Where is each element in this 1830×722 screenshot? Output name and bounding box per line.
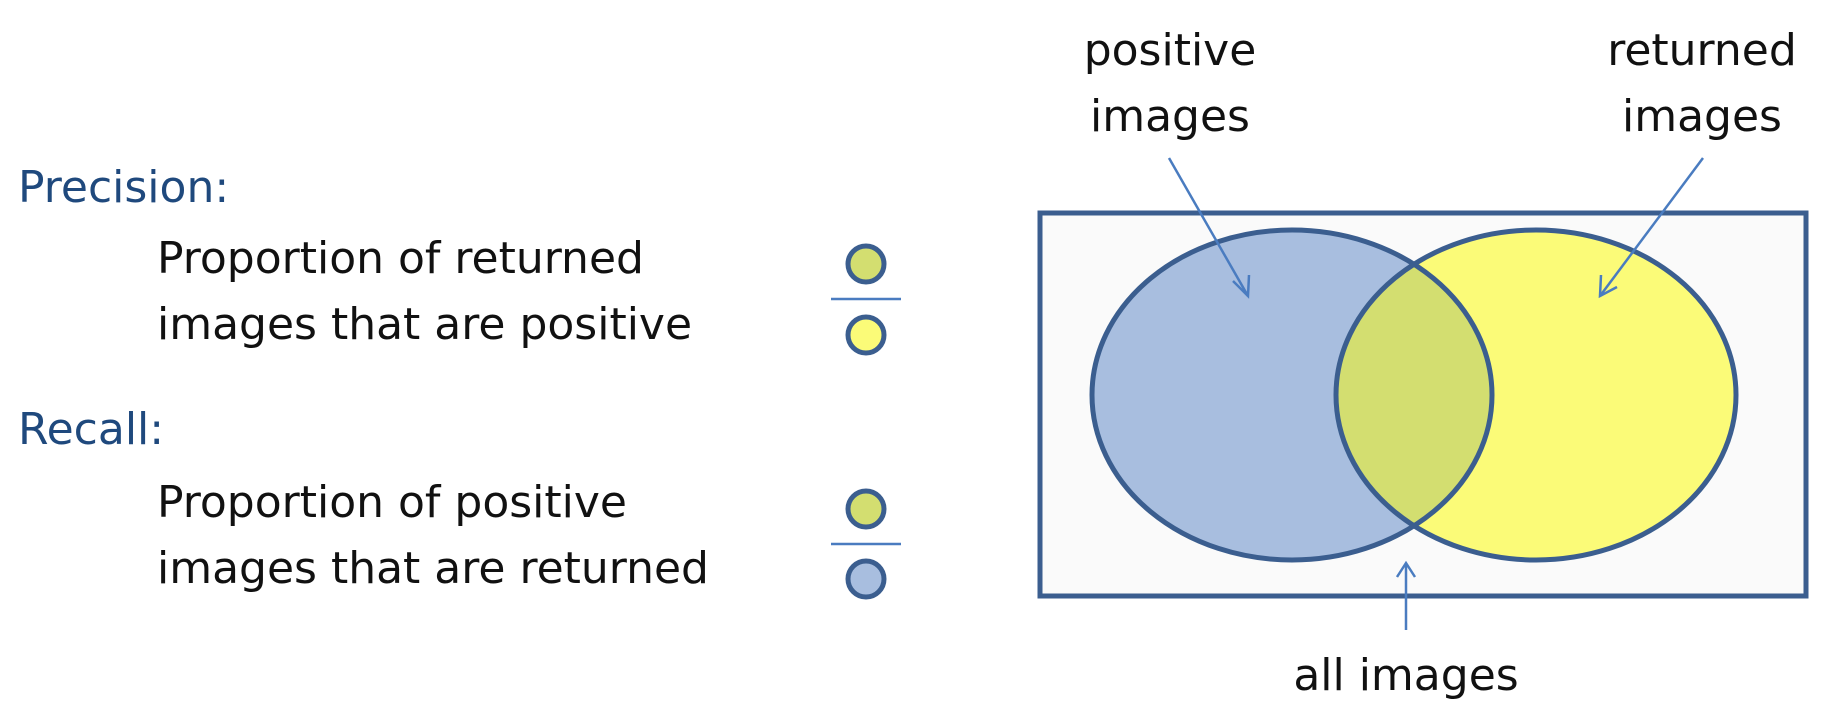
precision-line-2: images that are positive: [157, 299, 693, 350]
returned-images-label-line-2: images: [1622, 91, 1782, 142]
recall-line-1: Proportion of positive: [157, 477, 627, 528]
returned-images-arrow: [1598, 157, 1705, 299]
returned-images-label-line-1: returned: [1607, 25, 1797, 76]
all-images-arrow: [1395, 560, 1417, 630]
precision-denominator-circle: [845, 314, 887, 356]
precision-description: Proportion of returned images that are p…: [157, 226, 692, 358]
recall-description: Proportion of positive images that are r…: [157, 470, 709, 602]
all-images-label: all images: [1293, 650, 1518, 701]
recall-denominator-circle: [845, 558, 887, 600]
precision-line-1: Proportion of returned: [157, 233, 644, 284]
recall-numerator-circle: [845, 488, 887, 530]
recall-fraction: [831, 488, 901, 600]
positive-images-label-line-2: images: [1090, 91, 1250, 142]
precision-numerator-circle: [845, 243, 887, 285]
positive-images-arrow: [1167, 157, 1251, 299]
positive-images-label-line-1: positive: [1084, 25, 1257, 76]
precision-fraction: [831, 243, 901, 356]
precision-heading: Precision:: [18, 162, 230, 213]
recall-line-2: images that are returned: [157, 543, 709, 594]
positive-images-outline: [1089, 227, 1495, 563]
recall-heading: Recall:: [18, 404, 165, 455]
returned-images-outline: [1333, 227, 1739, 563]
overlap-region: [1336, 230, 1492, 560]
